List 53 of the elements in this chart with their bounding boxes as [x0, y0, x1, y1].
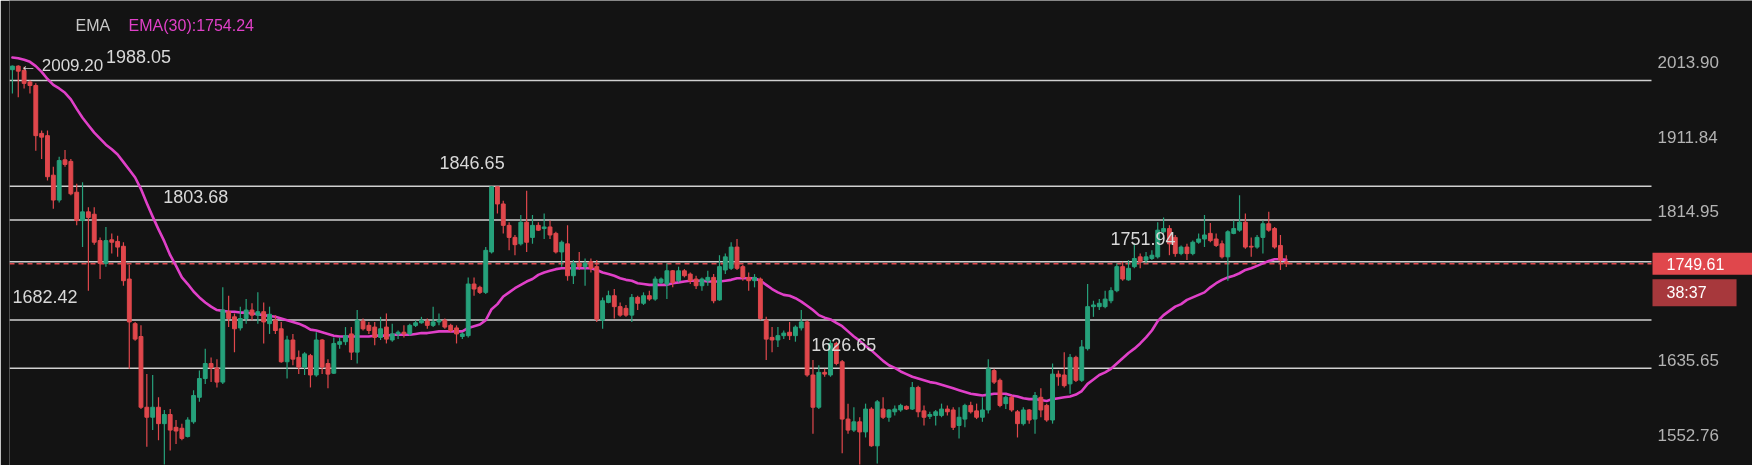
ref-line-label: 1988.05	[105, 47, 171, 68]
candlestick	[541, 212, 547, 240]
ref-line-label: 1846.65	[439, 153, 505, 174]
candlestick	[308, 353, 313, 389]
candlestick	[284, 335, 290, 380]
ref-line-label: 1749.61	[1666, 255, 1725, 273]
candlestick	[249, 302, 255, 321]
candlestick	[530, 214, 535, 245]
candlestick	[1020, 406, 1026, 427]
candlestick	[9, 64, 15, 95]
y-tick-label: 1552.76	[1657, 425, 1719, 445]
candlestick	[787, 321, 793, 341]
candlestick	[851, 406, 857, 433]
candlestick	[857, 416, 863, 465]
candlestick	[267, 306, 272, 335]
ref-line-label: 1682.42	[12, 286, 78, 307]
y-tick-label: 2013.90	[1657, 52, 1719, 72]
candlestick	[559, 240, 565, 268]
text: 38:37	[1666, 284, 1707, 302]
candlestick	[518, 214, 524, 247]
candlestick	[378, 316, 383, 341]
candlestick	[302, 351, 308, 376]
candlestick	[401, 324, 407, 338]
annotation: ← 2009.20	[20, 55, 104, 75]
y-tick-label: 1911.84	[1657, 127, 1718, 147]
candlestick	[570, 259, 576, 285]
candlestick	[576, 251, 582, 271]
candlestick	[582, 257, 588, 287]
candlestick	[150, 374, 156, 431]
candlestick	[1015, 409, 1020, 439]
candlestick	[1126, 259, 1131, 282]
candlestick	[863, 403, 868, 439]
candlestick	[383, 312, 389, 345]
candlestick	[909, 381, 915, 411]
candlestick	[103, 226, 109, 268]
candlestick	[255, 291, 261, 325]
y-tick-label: 1814.95	[1657, 202, 1719, 222]
candlestick	[711, 273, 717, 304]
candlestick	[348, 326, 354, 361]
candlestick	[156, 396, 161, 441]
legend-title: EMA	[75, 17, 111, 34]
y-tick-label: 1635.65	[1657, 351, 1719, 371]
candlestick	[1131, 243, 1137, 269]
candlestick	[261, 301, 267, 345]
candlestick	[1073, 355, 1079, 383]
candlestick	[1032, 391, 1038, 435]
ref-line-label: 1803.68	[163, 187, 229, 208]
candlestick	[80, 181, 85, 248]
candlestick	[161, 409, 167, 465]
candlestick	[629, 293, 635, 323]
candlestick	[524, 190, 530, 253]
text: EMA(30):1754.24	[128, 17, 255, 34]
candlestick	[880, 396, 886, 420]
